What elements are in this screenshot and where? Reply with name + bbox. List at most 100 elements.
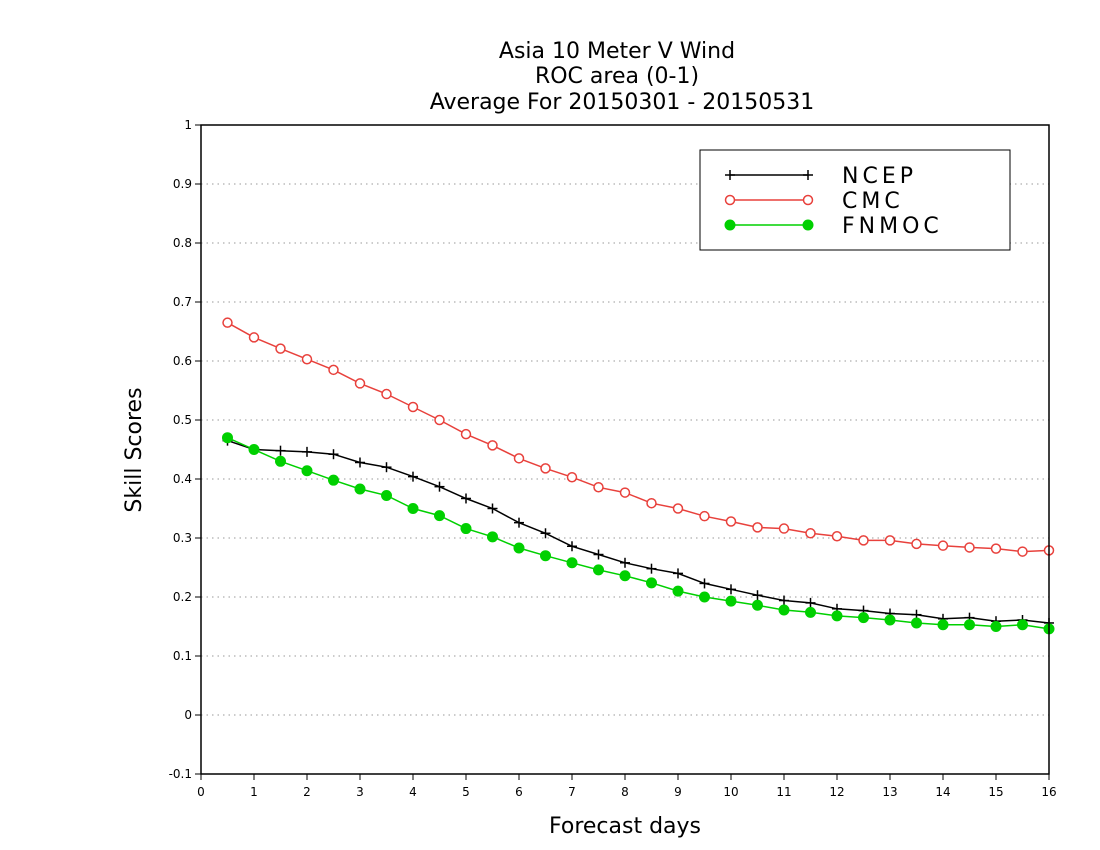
cmc-point <box>593 482 604 493</box>
cmc-point <box>275 343 286 354</box>
series-layer <box>222 317 1055 635</box>
ncep-point <box>567 541 577 552</box>
fnmoc-point <box>434 510 445 522</box>
fnmoc-point <box>831 610 843 622</box>
ncep-point <box>699 578 710 589</box>
cmc-point <box>460 428 472 440</box>
fnmoc-point <box>911 617 922 629</box>
cmc-point <box>407 401 419 413</box>
cmc-point <box>725 516 737 527</box>
y-tick-label: 0.8 <box>173 236 192 250</box>
fnmoc-line <box>227 437 1050 630</box>
ncep-point <box>726 584 736 595</box>
x-tick-label: 12 <box>829 785 844 799</box>
fnmoc-point <box>725 595 737 607</box>
y-axis-ticks: -0.1 0 0.1 0.2 0.3 0.4 0.5 0.6 0.7 0.8 0.9 1 <box>169 118 201 781</box>
ncep-point <box>514 517 524 528</box>
ncep-point <box>461 493 471 504</box>
x-tick-label: 7 <box>568 785 576 799</box>
legend-cmc-start-point <box>724 194 736 206</box>
cmc-point <box>646 497 657 509</box>
ncep-point <box>673 568 683 579</box>
cmc-point <box>990 543 1002 554</box>
x-tick-label: 8 <box>621 785 629 799</box>
legend-fnmoc-start-point <box>724 219 736 231</box>
y-tick-label: 0.3 <box>173 531 192 545</box>
x-tick-label: 16 <box>1041 785 1056 799</box>
fnmoc-point <box>937 619 949 631</box>
cmc-point <box>381 388 392 400</box>
legend-fnmoc-end-point <box>802 219 814 231</box>
fnmoc-point <box>752 599 763 611</box>
fnmoc-point <box>566 557 578 569</box>
fnmoc-point <box>354 483 366 495</box>
ncep-line <box>227 439 1050 624</box>
y-tick-label: 0.1 <box>173 649 192 663</box>
x-tick-label: 2 <box>303 785 311 799</box>
cmc-point <box>513 453 525 464</box>
cmc-point <box>619 487 631 498</box>
x-axis-label: Forecast days <box>549 814 701 839</box>
x-tick-label: 0 <box>197 785 205 799</box>
y-tick-label: -0.1 <box>169 767 192 781</box>
fnmoc-point <box>222 432 233 444</box>
y-tick-label: 0.9 <box>173 177 192 191</box>
fnmoc-point <box>990 621 1002 632</box>
cmc-point <box>566 471 578 483</box>
cmc-point <box>1017 546 1028 557</box>
cmc-point <box>354 378 366 389</box>
fnmoc-point <box>1017 619 1028 631</box>
cmc-point <box>301 353 313 365</box>
fnmoc-point <box>248 444 260 455</box>
x-tick-label: 15 <box>988 785 1003 799</box>
y-tick-label: 0.4 <box>173 472 192 486</box>
cmc-point <box>699 510 710 522</box>
fnmoc-point <box>328 474 339 486</box>
fnmoc-point <box>275 455 286 467</box>
legend-cmc-end-point <box>802 194 814 206</box>
fnmoc-point <box>778 604 790 616</box>
fnmoc-point <box>646 577 657 589</box>
cmc-point <box>328 364 339 376</box>
fnmoc-point <box>805 606 816 618</box>
fnmoc-point <box>381 490 392 502</box>
cmc-point <box>540 463 551 474</box>
y-tick-label: 0.6 <box>173 354 192 368</box>
legend-ncep-end-point <box>803 170 813 180</box>
fnmoc-point <box>540 550 551 562</box>
x-tick-label: 10 <box>723 785 738 799</box>
ncep-point <box>275 445 286 456</box>
x-tick-label: 14 <box>935 785 950 799</box>
fnmoc-series <box>222 432 1055 635</box>
fnmoc-point <box>460 523 472 535</box>
ncep-series <box>222 435 1054 628</box>
ncep-point <box>408 471 418 482</box>
ncep-point <box>620 557 630 568</box>
fnmoc-point <box>301 465 313 477</box>
ncep-point <box>381 462 392 473</box>
cmc-series <box>222 317 1055 557</box>
cmc-point <box>778 523 790 534</box>
y-tick-label: 0.5 <box>173 413 192 427</box>
y-tick-label: 0.7 <box>173 295 192 309</box>
fnmoc-point <box>487 531 498 543</box>
legend-fnmoc-label: FNMOC <box>842 214 943 239</box>
ncep-point <box>779 595 789 606</box>
x-tick-label: 6 <box>515 785 523 799</box>
y-tick-label: 1 <box>184 118 192 132</box>
fnmoc-point <box>619 570 631 582</box>
cmc-point <box>937 540 949 551</box>
fnmoc-point <box>858 612 869 624</box>
y-tick-label: 0.2 <box>173 590 192 604</box>
ncep-point <box>487 503 498 514</box>
fnmoc-point <box>699 591 710 603</box>
cmc-point <box>222 317 233 328</box>
x-tick-label: 3 <box>356 785 364 799</box>
ncep-point <box>805 597 816 608</box>
cmc-point <box>672 503 684 514</box>
fnmoc-point <box>672 585 684 597</box>
cmc-point <box>434 414 445 426</box>
y-tick-label: 0 <box>184 708 192 722</box>
cmc-point <box>911 538 922 550</box>
ncep-point <box>646 563 657 574</box>
